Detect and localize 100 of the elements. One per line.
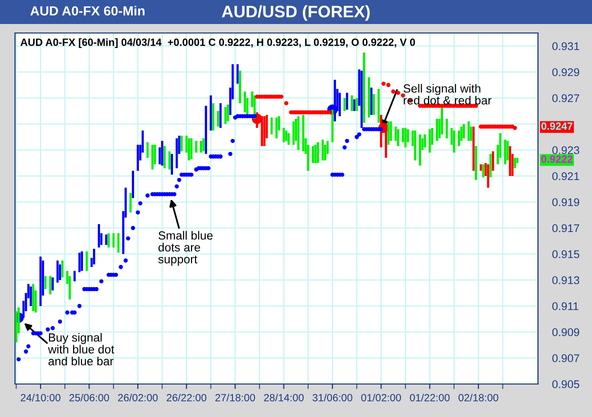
bar [397, 129, 400, 146]
y-tick-label: 0.917 [552, 224, 580, 232]
bar [236, 64, 239, 84]
bar [356, 98, 358, 111]
y-tick-label: 0.911 [552, 302, 578, 310]
bar [132, 170, 134, 198]
bar [452, 130, 456, 153]
bar [436, 118, 438, 141]
bar [244, 92, 246, 112]
bar [344, 98, 346, 111]
bar [52, 277, 54, 290]
bar [212, 103, 214, 130]
x-tick-label: 25/06:00 [69, 394, 110, 402]
bar [117, 233, 120, 253]
annotation: Sell signal with red dot & red bar [404, 84, 492, 105]
bar [418, 134, 422, 166]
bar [489, 154, 492, 178]
bar [474, 146, 478, 180]
bar [414, 130, 416, 160]
bar [188, 138, 190, 160]
bar [288, 133, 290, 145]
chart-subtitle: AUD A0-FX 60-Min [30, 6, 145, 16]
bar [105, 234, 108, 245]
bar [314, 144, 317, 163]
bar [238, 70, 242, 104]
bar [39, 256, 42, 306]
bar [32, 284, 34, 312]
y-tick-label: 0.915 [552, 250, 580, 258]
y-tick-label: 0.919 [552, 198, 580, 206]
bar [217, 111, 220, 127]
x-tick-label: 28/14:00 [264, 394, 304, 402]
bar [92, 248, 96, 264]
bar [390, 121, 392, 141]
bar [297, 116, 300, 150]
bar [446, 118, 448, 138]
bar [129, 192, 132, 212]
bar [61, 260, 64, 278]
bar [224, 107, 227, 124]
bar [151, 144, 154, 170]
bar [282, 128, 285, 142]
bar [285, 130, 288, 141]
annotation: AUD A0-FX [60-Min] 04/03/14 +0.0001 C 0.9222, H 0.9223, L 0.9219, O 0.9222, V 0 [20, 38, 415, 48]
y-tick-label: 0.909 [552, 328, 580, 336]
y-tick-label: 0.905 [552, 380, 580, 388]
bar [424, 134, 426, 148]
bar [80, 251, 83, 271]
bar [161, 140, 164, 166]
y-tick-label: 0.913 [552, 276, 580, 284]
bar [292, 121, 295, 145]
bar [370, 88, 372, 115]
bar [204, 106, 208, 154]
chart-title: AUD/USD (FOREX) [222, 5, 370, 21]
bar [368, 77, 370, 118]
annotation: Small blue dots are support [158, 231, 213, 266]
bar [480, 164, 482, 171]
bar [458, 130, 460, 146]
bar [86, 251, 88, 271]
bar [58, 264, 62, 280]
x-tick-label: 02/18:00 [458, 394, 498, 402]
text: 0.9222 [541, 155, 572, 163]
bar [30, 286, 32, 306]
bar [508, 146, 512, 176]
bar [164, 146, 166, 168]
bar [404, 128, 407, 148]
bar [492, 151, 494, 171]
bar [275, 118, 278, 138]
bar [263, 116, 266, 146]
bar [202, 138, 205, 152]
bar [170, 154, 173, 175]
bar [136, 144, 139, 171]
text: 0.9247 [541, 122, 572, 130]
x-tick-label: 01/22:00 [410, 394, 450, 402]
bar [322, 140, 324, 160]
bar [146, 142, 149, 158]
bar [78, 252, 81, 272]
y-tick-label: 0.923 [552, 146, 580, 154]
x-tick-label: 24/10:00 [20, 394, 60, 402]
bar [176, 138, 178, 168]
bar [372, 94, 375, 115]
bar [472, 126, 475, 171]
bar [387, 121, 390, 145]
bar [270, 118, 273, 134]
x-tick-label: 26/22:00 [166, 394, 206, 402]
annotation: Buy signal with blue dot and blue bar [48, 333, 114, 366]
bar [487, 164, 490, 188]
bar [504, 140, 506, 164]
bar [15, 311, 18, 342]
x-tick-label: 01/02:00 [361, 394, 401, 402]
bar [462, 124, 465, 138]
bar [98, 224, 100, 248]
bar [108, 233, 110, 248]
bar [190, 138, 192, 160]
bar [112, 233, 115, 248]
bar [226, 104, 229, 122]
bar [428, 129, 431, 153]
bar [468, 121, 470, 141]
bar [353, 99, 356, 111]
bar [316, 142, 319, 163]
bar [219, 103, 222, 128]
x-tick-label: 31/06:00 [312, 394, 352, 402]
